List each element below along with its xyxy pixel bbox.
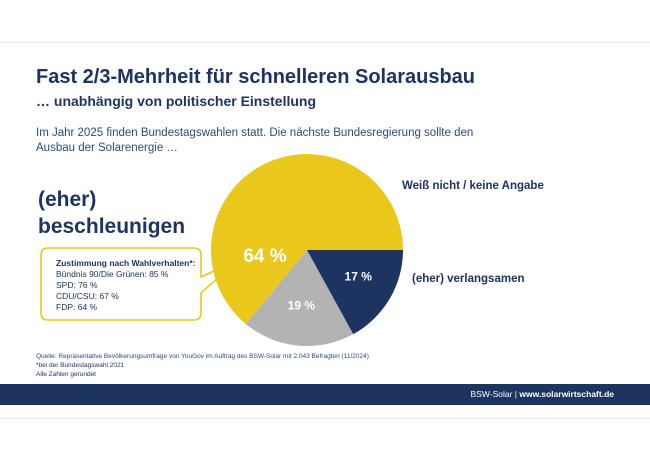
rounding-footnote: Alle Zahlen gerundet bbox=[36, 371, 96, 378]
page-subtitle: … unabhängig von politischer Einstellung bbox=[36, 93, 317, 109]
callout-line-cdu: CDU/CSU: 67 % bbox=[56, 291, 119, 301]
footer-url[interactable]: www.solarwirtschaft.de bbox=[519, 389, 614, 399]
bottom-divider bbox=[0, 418, 650, 419]
unknown-label: Weiß nicht / keine Angabe bbox=[402, 180, 544, 192]
slice-unknown bbox=[245, 250, 354, 346]
slice-slow bbox=[307, 250, 403, 335]
footnotes: Quelle: Repräsentative Bevölkerungsumfra… bbox=[36, 352, 369, 379]
top-divider bbox=[0, 42, 650, 43]
intro-text: Im Jahr 2025 finden Bundestagswahlen sta… bbox=[36, 127, 474, 154]
footer-separator: | bbox=[512, 389, 520, 399]
page-title: Fast 2/3-Mehrheit für schnelleren Solara… bbox=[36, 66, 476, 88]
slice-accelerate bbox=[211, 154, 403, 324]
slice-slow-value-label: 17 % bbox=[345, 269, 373, 283]
callout-box bbox=[40, 247, 239, 321]
footer-text: BSW-Solar | www.solarwirtschaft.de bbox=[471, 389, 614, 399]
callout-line-spd: SPD: 76 % bbox=[56, 280, 98, 290]
slice-unknown-value-label: 19 % bbox=[288, 298, 316, 312]
callout-heading: Zustimmung nach Wahlverhalten*: bbox=[56, 258, 196, 268]
accelerate-label-line2: beschleunigen bbox=[38, 215, 186, 238]
election-footnote: *bei der Bundestagswahl 2021 bbox=[36, 362, 125, 369]
accelerate-label-line1: (eher) bbox=[38, 188, 97, 211]
footer-bar: BSW-Solar | www.solarwirtschaft.de bbox=[0, 384, 650, 405]
footer-brand: BSW-Solar bbox=[470, 389, 513, 399]
slice-accelerate-value-label: 64 % bbox=[243, 246, 286, 267]
accelerate-label: (eher) beschleunigen bbox=[38, 186, 185, 240]
callout-line-greens: Bündnis 90/Die Grünen: 85 % bbox=[56, 269, 169, 279]
callout-line-fdp: FDP: 64 % bbox=[56, 302, 98, 312]
voting-callout: Zustimmung nach Wahlverhalten*: Bündnis … bbox=[56, 258, 195, 313]
slow-label: (eher) verlangsamen bbox=[412, 273, 525, 285]
source-note: Quelle: Repräsentative Bevölkerungsumfra… bbox=[36, 353, 369, 360]
